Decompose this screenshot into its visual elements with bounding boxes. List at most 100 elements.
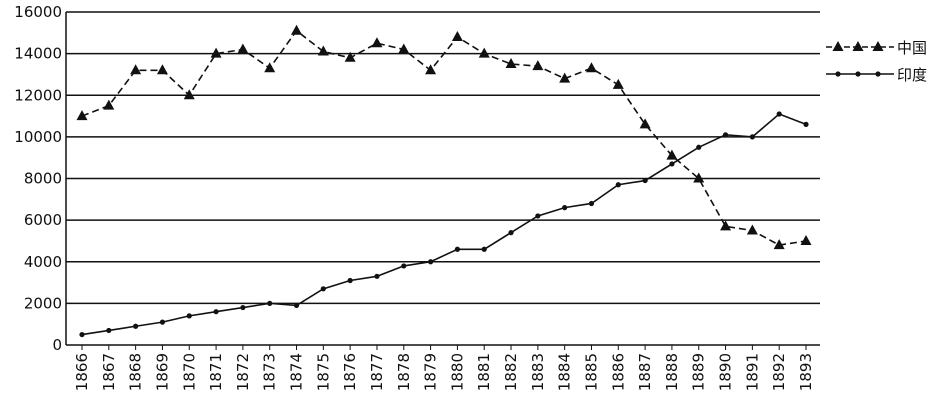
point xyxy=(133,323,139,329)
point xyxy=(722,132,729,138)
point xyxy=(159,319,166,325)
point xyxy=(347,277,353,284)
point xyxy=(642,177,648,184)
point xyxy=(669,161,675,167)
x-tick-label: 1866 xyxy=(73,353,91,391)
point xyxy=(535,213,541,219)
point xyxy=(773,239,785,250)
point xyxy=(454,246,461,252)
point xyxy=(508,230,514,236)
x-tick-label: 1887 xyxy=(636,353,654,391)
y-tick-label: 6000 xyxy=(24,211,62,229)
point xyxy=(106,327,112,334)
point xyxy=(532,60,544,71)
x-tick-label: 1893 xyxy=(797,353,815,391)
point xyxy=(264,62,276,73)
y-tick-label: 12000 xyxy=(14,86,62,104)
point xyxy=(425,64,437,75)
point xyxy=(746,224,758,235)
x-tick-label: 1885 xyxy=(582,353,600,391)
point xyxy=(478,47,490,58)
y-tick-label: 14000 xyxy=(14,45,62,63)
point xyxy=(210,47,222,58)
x-tick-label: 1877 xyxy=(368,353,386,391)
point xyxy=(371,37,383,48)
legend-marker xyxy=(855,71,861,77)
x-tick-label: 1873 xyxy=(261,353,279,391)
series-line xyxy=(81,29,807,246)
legend-marker xyxy=(835,71,841,77)
point xyxy=(559,72,571,83)
y-tick-label: 2000 xyxy=(24,294,62,312)
point xyxy=(291,24,303,35)
x-tick-label: 1867 xyxy=(100,353,118,391)
point xyxy=(749,134,755,140)
x-tick-label: 1878 xyxy=(395,353,413,391)
point xyxy=(562,205,568,211)
series-line xyxy=(81,113,807,336)
point xyxy=(720,220,732,231)
point xyxy=(427,259,434,265)
y-tick-label: 8000 xyxy=(24,170,62,188)
point xyxy=(183,89,195,100)
legend-marker xyxy=(832,41,844,51)
point xyxy=(666,149,678,160)
point xyxy=(267,300,273,306)
x-tick-label: 1881 xyxy=(475,353,493,391)
point xyxy=(612,78,624,89)
x-tick-label: 1890 xyxy=(717,353,735,391)
x-tick-label: 1876 xyxy=(341,353,359,391)
y-tick-label: 0 xyxy=(52,336,62,354)
point xyxy=(213,309,219,315)
y-tick-label: 10000 xyxy=(14,128,62,146)
point xyxy=(344,51,356,62)
x-tick-label: 1891 xyxy=(743,353,761,391)
point xyxy=(374,273,380,279)
point xyxy=(693,172,705,183)
x-tick-label: 1869 xyxy=(153,353,171,391)
x-tick-label: 1888 xyxy=(663,353,681,391)
point xyxy=(320,286,326,292)
point xyxy=(103,99,115,110)
x-tick-label: 1883 xyxy=(529,353,547,391)
legend-marker xyxy=(852,41,864,51)
y-tick-label: 4000 xyxy=(24,253,62,271)
x-tick-label: 1874 xyxy=(288,353,306,391)
point xyxy=(615,182,621,188)
y-tick-label: 16000 xyxy=(14,3,62,21)
point xyxy=(588,200,595,207)
x-tick-label: 1882 xyxy=(502,353,520,391)
legend-label: 印度 xyxy=(897,66,927,84)
x-tick-label: 1892 xyxy=(770,353,788,391)
x-tick-label: 1872 xyxy=(234,353,252,391)
x-tick-label: 1871 xyxy=(207,353,225,391)
point xyxy=(76,110,88,121)
point xyxy=(505,58,517,69)
point xyxy=(240,304,246,311)
x-tick-label: 1880 xyxy=(448,353,466,391)
point xyxy=(79,331,85,338)
point xyxy=(186,313,192,319)
point xyxy=(800,234,812,245)
point xyxy=(803,121,809,127)
point xyxy=(293,302,300,309)
point xyxy=(451,30,463,41)
point xyxy=(481,246,487,252)
point xyxy=(398,43,410,54)
point xyxy=(130,64,142,75)
point xyxy=(401,263,407,269)
point xyxy=(585,62,597,73)
point xyxy=(696,144,702,150)
x-tick-label: 1889 xyxy=(690,353,708,391)
x-tick-label: 1884 xyxy=(556,353,574,391)
point xyxy=(317,45,329,56)
x-tick-label: 1875 xyxy=(314,353,332,391)
legend-marker xyxy=(872,41,884,51)
x-tick-label: 1870 xyxy=(180,353,198,391)
x-tick-label: 1868 xyxy=(127,353,145,391)
point xyxy=(237,43,249,54)
x-tick-label: 1879 xyxy=(422,353,440,391)
x-tick-label: 1886 xyxy=(609,353,627,391)
